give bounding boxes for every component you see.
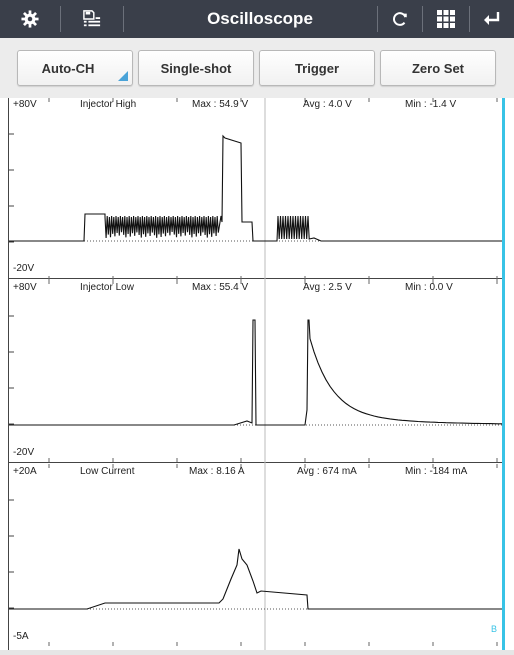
auto-ch-label: Auto-CH [41, 60, 95, 76]
settings-button[interactable] [0, 0, 60, 38]
save-list-icon [83, 10, 101, 27]
ch2-min: Min : 0.0 V [405, 282, 453, 293]
zero-set-label: Zero Set [411, 60, 464, 76]
waveform-traces [9, 134, 503, 610]
graticule-ticks [9, 98, 498, 646]
app-title: Oscilloscope [207, 9, 313, 28]
ch3-scale-top: +20A [13, 466, 37, 477]
ch3-name: Low Current [80, 466, 135, 477]
settings-icon [21, 10, 39, 28]
title-separator [123, 6, 124, 32]
channel-indicator: B [491, 624, 498, 634]
zero-set-button[interactable]: Zero Set [380, 50, 496, 86]
grid-button[interactable] [423, 0, 469, 38]
ch2-scale-bottom: -20V [13, 447, 35, 458]
ch2-avg: Avg : 2.5 V [303, 282, 352, 293]
title-separator [469, 6, 470, 32]
dropdown-corner-icon [118, 71, 128, 81]
ch2-max: Max : 55.4 V [192, 282, 249, 293]
single-shot-button[interactable]: Single-shot [138, 50, 254, 86]
trace-low-current [9, 548, 503, 610]
trace-injector-low [9, 319, 502, 426]
bottom-bar [0, 650, 514, 655]
single-shot-label: Single-shot [160, 60, 232, 76]
grid-icon [437, 10, 455, 28]
back-icon [484, 12, 500, 25]
trigger-label: Trigger [294, 60, 340, 76]
save-button[interactable] [61, 0, 123, 38]
ch1-min: Min : -1.4 V [405, 99, 457, 110]
trigger-button[interactable]: Trigger [259, 50, 375, 86]
scope-display[interactable]: +80V Injector High Max : 54.9 V Avg : 4.… [8, 98, 503, 650]
ch2-name: Injector Low [80, 282, 134, 293]
ch3-max: Max : 8.16 A [189, 466, 245, 477]
auto-ch-button[interactable]: Auto-CH [17, 50, 133, 86]
scope-right-rail [502, 98, 505, 650]
title-bar: Oscilloscope [0, 0, 514, 38]
title-separator [422, 6, 423, 32]
ch1-scale-top: +80V [13, 99, 37, 110]
scope-canvas [9, 98, 503, 650]
refresh-button[interactable] [378, 0, 422, 38]
trace-injector-high [9, 134, 503, 242]
ch1-scale-bottom: -20V [13, 263, 35, 274]
refresh-icon [393, 12, 407, 26]
ch3-min: Min : -184 mA [405, 466, 468, 477]
title-separator [377, 6, 378, 32]
ch3-scale-bottom: -5A [13, 631, 29, 642]
back-button[interactable] [470, 0, 514, 38]
ch1-avg: Avg : 4.0 V [303, 99, 352, 110]
ch3-avg: Avg : 674 mA [297, 466, 357, 477]
ch1-max: Max : 54.9 V [192, 99, 249, 110]
title-separator [60, 6, 61, 32]
ch1-name: Injector High [80, 99, 137, 110]
toolbar: Auto-CH Single-shot Trigger Zero Set [0, 38, 514, 98]
ch2-scale-top: +80V [13, 282, 37, 293]
